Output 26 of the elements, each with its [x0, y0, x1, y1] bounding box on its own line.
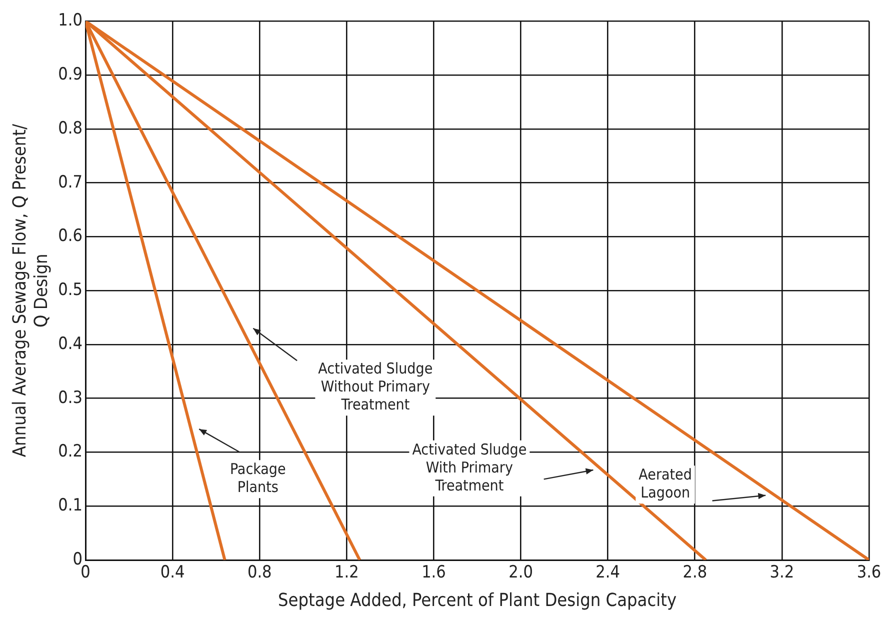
x-axis-title: Septage Added, Percent of Plant Design Capacity — [278, 590, 677, 611]
annotation: Activated Sludge Without Primary Treatment — [318, 359, 433, 414]
y-tick-label: 0.1 — [58, 496, 83, 516]
annotation: Package Plants — [230, 460, 286, 496]
y-tick-label: 0.2 — [58, 442, 83, 462]
y-tick-label: 0.5 — [58, 280, 83, 300]
y-axis-title: Annual Average Sewage Flow, Q Present/ Q Design — [9, 124, 52, 458]
y-tick-label: 0.8 — [58, 118, 83, 138]
x-tick-label: 1.6 — [422, 562, 446, 583]
y-tick-label: 0.4 — [58, 334, 83, 354]
x-tick-label: 0.8 — [247, 562, 272, 583]
x-tick-label: 1.2 — [334, 562, 359, 583]
y-tick-label: 1.0 — [58, 10, 83, 31]
x-tick-label: 0.4 — [160, 562, 185, 583]
x-tick-label: 2.4 — [596, 562, 620, 583]
y-tick-label: 0 — [72, 549, 83, 570]
y-tick-label: 0.3 — [58, 388, 83, 408]
annotation: Activated Sludge With Primary Treatment — [412, 440, 527, 494]
y-tick-label: 0.9 — [58, 64, 83, 84]
x-tick-label: 3.2 — [770, 562, 794, 583]
annotation: Aerated Lagoon — [638, 465, 692, 502]
x-tick-label: 3.6 — [856, 562, 882, 583]
x-tick-label: 2.8 — [682, 562, 708, 583]
x-tick-label: 2.0 — [508, 562, 533, 583]
y-tick-label: 0.7 — [58, 172, 83, 192]
y-tick-label: 0.6 — [58, 226, 83, 246]
